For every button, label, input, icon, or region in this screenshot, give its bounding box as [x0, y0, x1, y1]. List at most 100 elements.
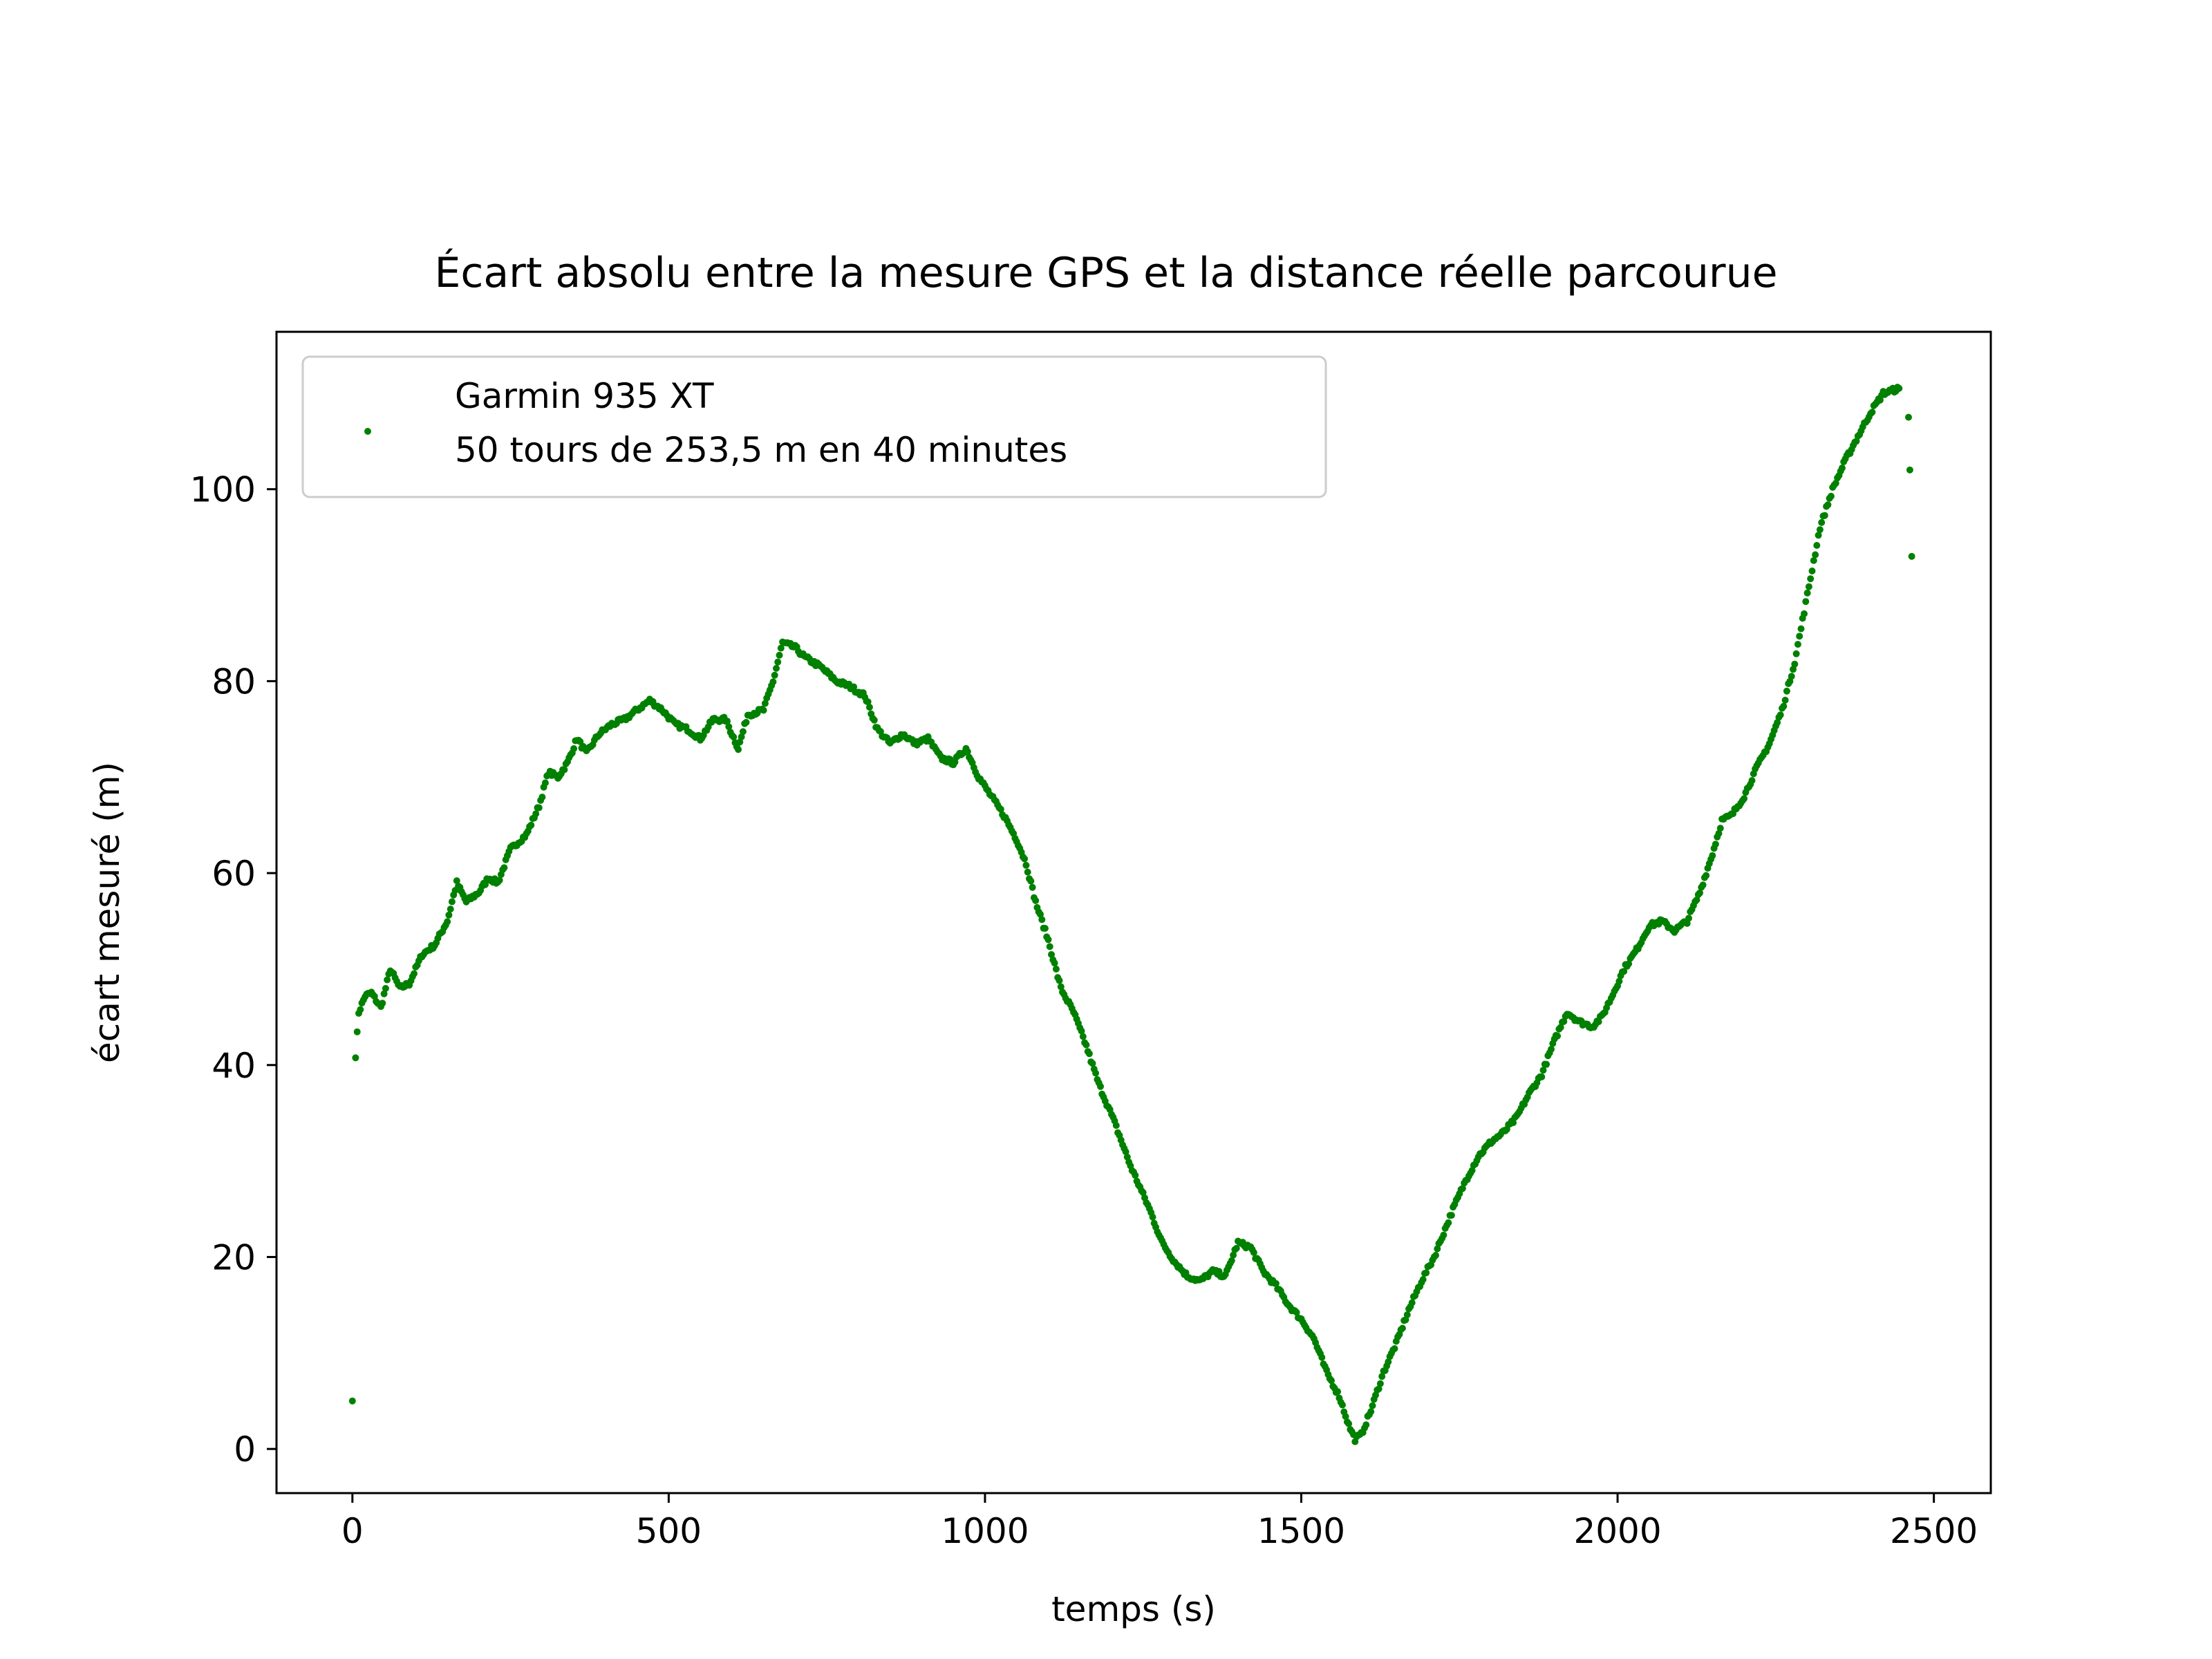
data-point	[1468, 1167, 1476, 1174]
data-point	[1797, 625, 1805, 632]
legend: Garmin 935 XT 50 tours de 253,5 m en 40 …	[301, 355, 1327, 498]
data-point	[1895, 384, 1903, 392]
data-point	[379, 1000, 386, 1007]
scatter-points	[348, 384, 1915, 1445]
data-point	[357, 1006, 364, 1013]
data-point	[1372, 1391, 1379, 1399]
data-point	[500, 864, 508, 872]
data-point	[1790, 666, 1797, 673]
data-point	[739, 728, 747, 735]
data-point	[1044, 936, 1052, 944]
data-point	[1548, 1045, 1555, 1053]
data-point	[1369, 1402, 1376, 1409]
data-point	[1408, 1299, 1416, 1306]
data-point	[1625, 960, 1633, 968]
data-point	[1057, 983, 1065, 991]
data-point	[774, 658, 782, 666]
data-point	[1813, 542, 1821, 549]
data-point	[1112, 1122, 1120, 1130]
data-point	[1149, 1213, 1156, 1221]
data-point	[1445, 1219, 1452, 1226]
data-point	[1780, 702, 1788, 710]
chart-title: Écart absolu entre la mesure GPS et la d…	[434, 247, 1777, 297]
x-tick-label: 1000	[941, 1511, 1029, 1551]
data-point	[1709, 852, 1716, 859]
data-point	[1807, 575, 1815, 583]
data-point	[1788, 673, 1795, 680]
data-point	[1774, 719, 1781, 727]
data-point	[1783, 687, 1790, 695]
data-point	[964, 748, 971, 756]
data-point	[447, 906, 454, 913]
y-axis-ticks: 0 20 40 60 80 100	[190, 470, 276, 1470]
data-point	[1908, 552, 1915, 560]
y-tick-label: 100	[190, 470, 256, 510]
data-point	[1046, 943, 1053, 950]
data-point	[760, 706, 767, 714]
y-tick-label: 0	[234, 1430, 256, 1470]
x-tick-label: 0	[341, 1511, 364, 1551]
y-tick-label: 60	[212, 854, 256, 894]
data-point	[541, 779, 549, 787]
data-point	[1827, 492, 1835, 500]
data-point	[532, 810, 540, 818]
data-point	[1375, 1385, 1382, 1393]
data-point	[771, 671, 778, 679]
data-point	[1038, 916, 1046, 924]
data-point	[742, 719, 750, 726]
data-point	[1543, 1060, 1550, 1068]
data-point	[777, 644, 785, 652]
data-point	[1554, 1032, 1562, 1040]
y-tick-label: 40	[212, 1046, 256, 1086]
legend-label-line-2: 50 tours de 253,5 m en 40 minutes	[455, 430, 1067, 470]
x-tick-label: 1500	[1257, 1511, 1345, 1551]
data-point	[1328, 1377, 1335, 1385]
y-axis-label: écart mesuré (m)	[87, 762, 127, 1063]
data-point	[1089, 1060, 1096, 1067]
data-point	[1272, 1280, 1280, 1287]
data-point	[1696, 889, 1703, 897]
data-point	[538, 794, 546, 801]
data-point	[761, 700, 769, 707]
data-point	[1699, 881, 1707, 889]
data-point	[1510, 1119, 1517, 1127]
data-point	[527, 821, 535, 829]
data-point	[1712, 841, 1719, 848]
data-point	[1812, 551, 1819, 559]
data-point	[1085, 1050, 1093, 1058]
data-point	[1419, 1276, 1427, 1283]
y-tick-label: 80	[212, 662, 256, 702]
data-point	[1794, 641, 1801, 648]
legend-label-line-1: Garmin 935 XT	[455, 376, 714, 416]
data-point	[1703, 872, 1710, 879]
data-point	[1683, 919, 1691, 927]
data-point	[1215, 1268, 1223, 1275]
data-point	[380, 990, 388, 997]
data-point	[1595, 1018, 1602, 1026]
data-point	[384, 976, 391, 984]
data-point	[1232, 1244, 1240, 1252]
data-point	[1398, 1324, 1406, 1332]
data-point	[1079, 1033, 1087, 1040]
data-point	[1805, 583, 1812, 590]
data-point	[411, 970, 418, 977]
data-point	[453, 877, 460, 885]
data-point	[870, 716, 878, 724]
data-point	[1801, 610, 1808, 617]
x-tick-label: 500	[636, 1511, 702, 1551]
data-point	[1250, 1249, 1257, 1256]
data-point	[1423, 1269, 1430, 1277]
data-point	[1367, 1408, 1375, 1416]
data-point	[776, 651, 783, 659]
data-point	[535, 804, 543, 812]
data-point	[1139, 1189, 1147, 1197]
data-point	[724, 718, 731, 725]
data-point	[1048, 950, 1055, 958]
legend-box	[301, 355, 1327, 498]
data-point	[1808, 568, 1816, 574]
data-point	[1802, 598, 1810, 606]
data-point	[738, 733, 745, 740]
data-point	[1293, 1309, 1300, 1316]
data-point	[445, 911, 453, 919]
